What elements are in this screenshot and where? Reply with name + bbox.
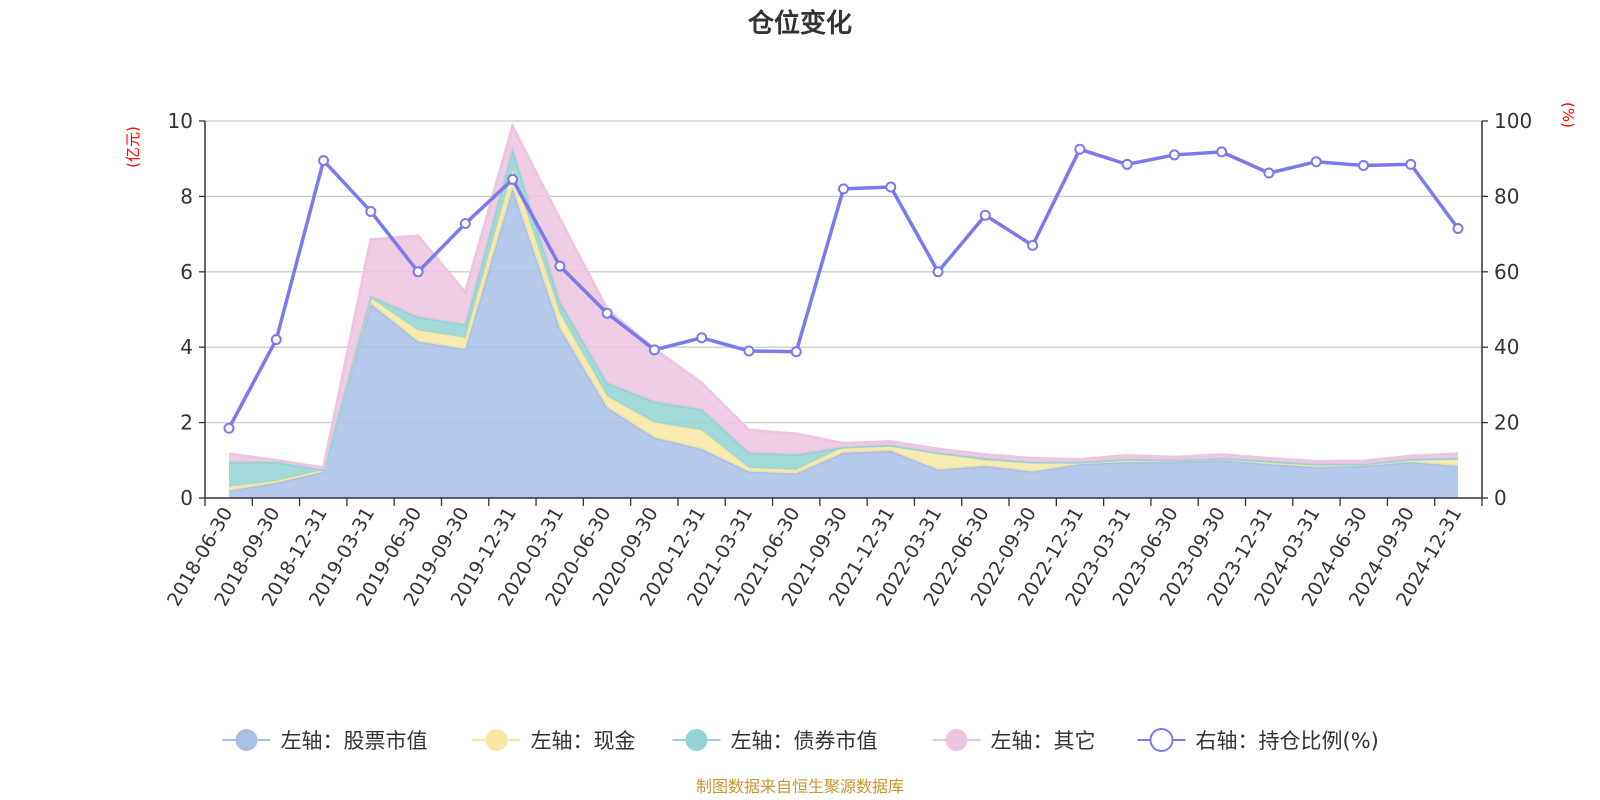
right-y-tick-label: 20 — [1494, 411, 1519, 435]
ratio-point — [1027, 239, 1039, 251]
legend-item: 左轴：债券市值 — [672, 729, 878, 753]
ratio-point — [412, 266, 424, 278]
ratio-line-series — [223, 143, 1464, 434]
left-axis-unit: (亿元) — [124, 126, 142, 168]
chart-title: 仓位变化 — [747, 8, 852, 39]
legend-item: 左轴：现金 — [472, 729, 636, 753]
right-y-tick-label: 80 — [1494, 184, 1519, 208]
right-y-tick-label: 100 — [1494, 109, 1532, 133]
legend-marker — [685, 729, 708, 751]
left-y-tick-label: 8 — [180, 184, 193, 208]
ratio-point — [1452, 222, 1464, 234]
left-y-tick-label: 2 — [180, 411, 193, 435]
legend-label: 右轴：持仓比例(%) — [1196, 729, 1379, 753]
ratio-point — [1216, 146, 1228, 158]
ratio-point — [790, 346, 802, 358]
area-左轴：债券市值 — [229, 149, 1458, 487]
ratio-point — [318, 155, 330, 167]
ratio-point — [648, 344, 660, 356]
ratio-point — [979, 209, 991, 221]
legend-item: 右轴：持仓比例(%) — [1137, 728, 1379, 753]
ratio-point — [885, 181, 897, 193]
right-y-tick-label: 40 — [1494, 335, 1519, 359]
left-y-tick-label: 10 — [168, 109, 193, 133]
legend-marker — [485, 729, 508, 751]
ratio-point — [696, 332, 708, 344]
legend-label: 左轴：其它 — [991, 729, 1096, 753]
area-左轴：现金 — [229, 170, 1458, 491]
legend-label: 左轴：现金 — [531, 729, 636, 753]
legend-marker — [1149, 728, 1174, 752]
legend-item: 左轴：股票市值 — [222, 729, 428, 753]
ratio-point — [1074, 143, 1086, 155]
right-axis-unit: (%) — [1559, 102, 1577, 128]
ratio-point — [1168, 149, 1180, 161]
source-note: 制图数据来自恒生聚源数据库 — [696, 777, 904, 796]
ratio-point — [1310, 156, 1322, 168]
area-左轴：股票市值 — [229, 188, 1458, 499]
legend: 左轴：股票市值 左轴：现金 左轴：债券市值 左轴：其它 右轴：持仓比例(%) — [222, 728, 1379, 753]
right-y-tick-label: 60 — [1494, 260, 1519, 284]
ratio-point — [743, 345, 755, 357]
legend-label: 左轴：债券市值 — [731, 729, 878, 753]
ratio-point — [223, 422, 235, 434]
ratio-point — [459, 218, 471, 230]
ratio-point — [1263, 167, 1275, 179]
left-y-tick-label: 4 — [180, 335, 193, 359]
ratio-point — [932, 266, 944, 278]
ratio-point — [601, 307, 613, 319]
legend-marker — [945, 729, 968, 751]
ratio-point — [507, 173, 519, 185]
ratio-point — [365, 205, 377, 217]
ratio-point — [838, 183, 849, 195]
ratio-point — [270, 334, 282, 346]
stacked-areas — [228, 122, 1459, 499]
legend-item: 左轴：其它 — [932, 729, 1096, 753]
ratio-point — [1357, 159, 1369, 171]
legend-marker — [235, 729, 258, 751]
left-y-tick-label: 0 — [180, 486, 193, 510]
ratio-point — [554, 260, 566, 272]
ratio-point — [1405, 158, 1417, 170]
area-左轴：其它 — [229, 126, 1458, 470]
right-y-tick-label: 0 — [1494, 486, 1507, 510]
left-y-tick-label: 6 — [180, 260, 193, 284]
ratio-point — [1121, 158, 1133, 170]
legend-label: 左轴：股票市值 — [281, 729, 428, 753]
